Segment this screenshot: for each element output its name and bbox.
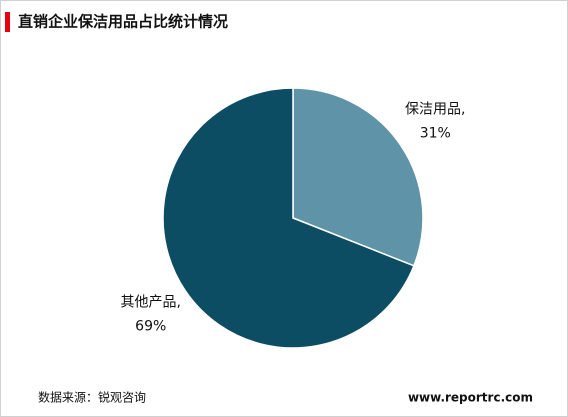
slice-label: 其他产品, [121,295,181,311]
title-marker [5,12,10,32]
slice-label: 保洁用品, [405,101,465,117]
pie-slice [162,87,415,349]
website: www.reportrc.com [408,391,533,405]
source: 数据来源：锐观咨询 [38,390,146,405]
value-label: 69% [135,319,166,335]
value-label: 31% [420,125,451,141]
chart-title: 直销企业保洁用品占比统计情况 [18,13,228,31]
pie-slice [292,87,424,267]
